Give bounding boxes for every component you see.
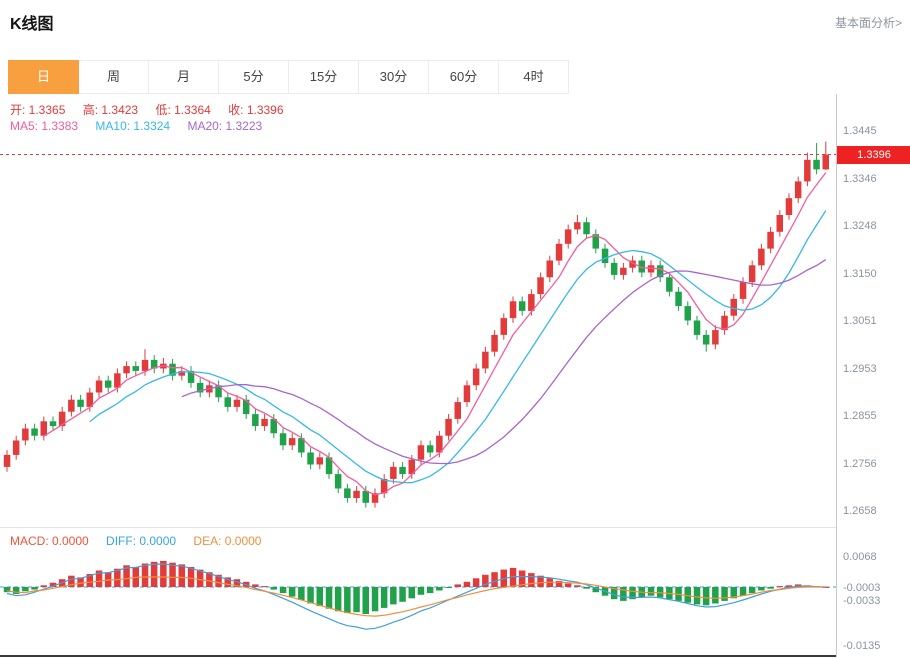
tab-周[interactable]: 周 <box>79 60 149 94</box>
price-axis-tick: 1.3150 <box>843 267 877 280</box>
chart-area: 开: 1.3365 高: 1.3423 低: 1.3364 收: 1.3396 … <box>0 94 910 659</box>
macd-axis-tick: -0.0033 <box>843 595 881 608</box>
tab-5分[interactable]: 5分 <box>219 60 289 94</box>
macd-chart[interactable] <box>0 530 836 657</box>
price-axis-tick: 1.2953 <box>843 362 877 375</box>
period-tabs: 日周月 5分 15分 30分 60分 4时 <box>8 60 569 94</box>
tab-15分[interactable]: 15分 <box>289 60 359 94</box>
price-axis-tick: 1.2756 <box>843 457 877 470</box>
price-axis-tick: 1.2658 <box>843 505 877 517</box>
diff-line <box>6 563 826 630</box>
ma10-value: MA10: 1.3324 <box>95 119 171 133</box>
page-title: K线图 <box>10 16 54 33</box>
diff-value: DIFF: 0.0000 <box>106 534 177 548</box>
current-price-tag: 1.3396 <box>837 145 910 164</box>
close-value: 收: 1.3396 <box>228 103 284 117</box>
tab-月[interactable]: 月 <box>149 60 219 94</box>
ma20-line <box>181 259 827 465</box>
price-axis-tick: 1.2855 <box>843 410 877 422</box>
tab-60分[interactable]: 60分 <box>429 60 499 94</box>
tab-日[interactable]: 日 <box>8 60 79 94</box>
low-value: 低: 1.3364 <box>155 103 211 117</box>
price-axis-tick: 1.3346 <box>843 172 877 185</box>
tab-30分[interactable]: 30分 <box>359 60 429 94</box>
macd-value: MACD: 0.0000 <box>10 534 89 548</box>
ma5-value: MA5: 1.3383 <box>10 119 79 133</box>
candlestick-chart[interactable] <box>0 94 836 527</box>
macd-axis-tick: -0.0003 <box>843 582 881 595</box>
dea-value: DEA: 0.0000 <box>193 534 262 548</box>
ma-legend: MA5: 1.3383 MA10: 1.3324 MA20: 1.3223 <box>10 119 276 133</box>
high-value: 高: 1.3423 <box>82 103 139 117</box>
price-axis-tick: 1.3445 <box>843 125 877 137</box>
pane-divider <box>0 527 836 530</box>
price-axis-tick: 1.3248 <box>843 220 877 232</box>
fundamental-analysis-link[interactable]: 基本面分析> <box>834 16 902 30</box>
macd-axis-tick: -0.0135 <box>843 639 881 652</box>
ohlc-legend: 开: 1.3365 高: 1.3423 低: 1.3364 收: 1.3396 <box>10 101 298 118</box>
chart-bottom-border <box>0 655 836 657</box>
ma10-line <box>89 210 827 484</box>
y-axis: 1.3445 1.3346 1.3248 1.3150 1.3051 1.2953 1.28… <box>836 94 910 657</box>
ma20-value: MA20: 1.3223 <box>187 119 263 133</box>
open-value: 开: 1.3365 <box>10 103 66 117</box>
dea-line <box>6 576 826 617</box>
macd-legend: MACD: 0.0000 DIFF: 0.0000 DEA: 0.0000 <box>10 534 275 548</box>
tab-4时[interactable]: 4时 <box>499 60 569 94</box>
price-axis-tick: 1.3051 <box>843 315 877 327</box>
macd-axis-tick: 0.0068 <box>843 551 877 564</box>
ma5-line <box>43 172 827 496</box>
